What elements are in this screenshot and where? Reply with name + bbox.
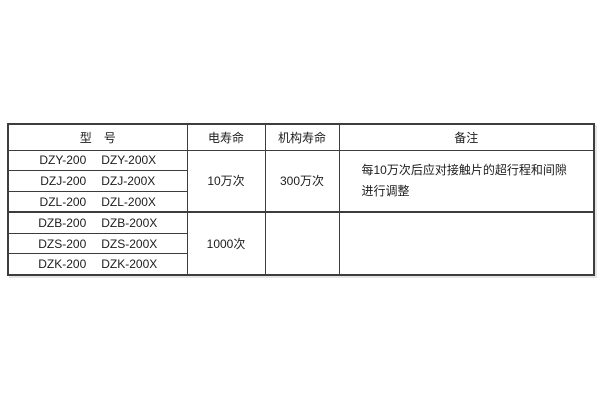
model-cell: DZS-200 DZS-200X [7,232,188,255]
model-cell: DZL-200 DZL-200X [7,191,188,213]
remark-line: 每10万次后应对接触片的超行程和间隙 [361,162,567,177]
header-mechanism-life: 机构寿命 [264,123,340,151]
table-row: DZY-200 DZY-200X 10万次 300万次 每10万次后应对接触片的… [7,149,595,213]
mechanism-life-cell-group1: 300万次 [264,149,340,213]
model-pair: DZK-200 DZK-200X [9,257,186,272]
model-name: DZY-200 [39,153,87,168]
electrical-life-cell-group1: 10万次 [186,149,266,213]
model-name: DZS-200 [38,236,87,251]
table-row: DZJ-200 DZJ-200X [7,170,594,193]
header-electrical-life: 电寿命 [186,123,266,151]
header-row: 型 号 电寿命 机构寿命 备注 [7,123,595,151]
electrical-life-cell-group2: 1000次 [186,211,266,276]
mechanism-life-cell-group2 [264,211,340,276]
model-cell: DZY-200 DZY-200X [7,149,188,172]
model-name: DZB-200X [101,216,158,231]
model-pair: DZY-200 DZY-200X [9,153,186,168]
header-remark: 备注 [338,123,595,151]
model-name: DZL-200X [101,194,156,209]
table-row: DZK-200 DZK-200X [7,253,594,276]
model-cell: DZB-200 DZB-200X [7,211,188,234]
remark-cell-group1: 每10万次后应对接触片的超行程和间隙 进行调整 [338,149,595,213]
model-name: DZS-200X [101,236,158,251]
remark-line: 进行调整 [361,183,410,198]
model-name: DZL-200 [39,194,87,209]
model-name: DZY-200X [101,153,157,168]
model-name: DZK-200 [38,257,87,272]
remark-text: 每10万次后应对接触片的超行程和间隙 进行调整 [340,160,593,202]
model-pair: DZJ-200 DZJ-200X [9,174,186,189]
model-name: DZK-200X [101,257,158,272]
model-cell: DZJ-200 DZJ-200X [7,170,188,193]
model-pair: DZB-200 DZB-200X [9,216,186,231]
model-name: DZB-200 [38,216,87,231]
model-cell: DZK-200 DZK-200X [7,253,188,276]
model-name: DZJ-200X [101,174,156,189]
model-pair: DZS-200 DZS-200X [9,236,186,251]
remark-cell-group2 [338,211,595,276]
table-row: DZB-200 DZB-200X 1000次 [7,211,595,276]
model-pair: DZL-200 DZL-200X [9,194,186,209]
header-model: 型 号 [7,123,188,151]
table-row: DZL-200 DZL-200X [7,191,594,213]
relay-life-spec-table: 型 号 电寿命 机构寿命 备注 DZY-200 DZY-200X 10万次 30… [7,123,595,276]
model-name: DZJ-200 [40,174,87,189]
